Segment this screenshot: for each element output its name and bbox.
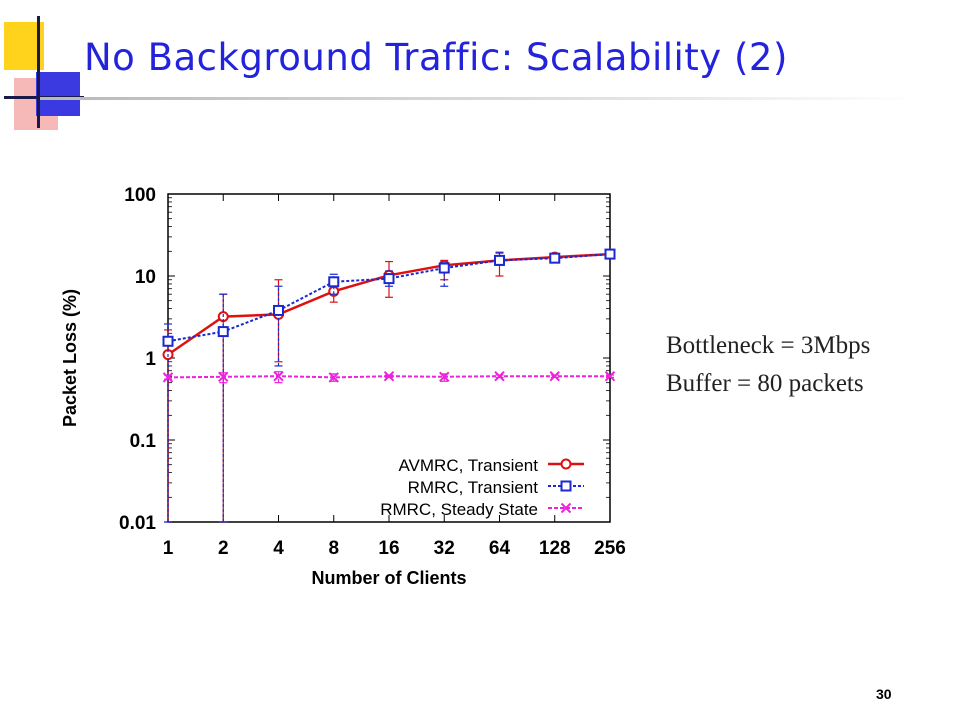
- slide-title: No Background Traffic: Scalability (2): [84, 36, 788, 79]
- y-tick-label: 100: [124, 185, 156, 206]
- data-point: [438, 262, 450, 274]
- x-tick-label: 2: [218, 538, 229, 559]
- y-tick-label: 10: [135, 267, 156, 288]
- legend-label: RMRC, Transient: [408, 478, 539, 497]
- data-point: [604, 248, 616, 260]
- x-tick-label: 128: [539, 538, 571, 559]
- logo-vertical-line: [37, 16, 40, 128]
- y-tick-label: 0.01: [119, 513, 156, 534]
- x-tick-label: 4: [273, 538, 284, 559]
- data-point: [217, 326, 229, 338]
- data-point: [162, 372, 174, 383]
- data-point: [328, 372, 339, 383]
- data-point: [494, 254, 505, 266]
- series-line: [167, 375, 610, 379]
- y-tick-label: 1: [145, 349, 156, 370]
- data-point: [273, 370, 284, 382]
- y-tick-label: 0.1: [130, 431, 157, 452]
- x-tick-label: 8: [328, 538, 339, 559]
- legend-label: AVMRC, Transient: [398, 456, 538, 475]
- x-tick-label: 16: [378, 538, 399, 559]
- data-point: [328, 276, 340, 288]
- data-point: [383, 273, 395, 285]
- data-point: [494, 370, 505, 382]
- x-tick-label: 64: [489, 538, 511, 559]
- legend-label: RMRC, Steady State: [380, 500, 538, 519]
- data-point: [549, 252, 561, 264]
- x-tick-label: 256: [594, 538, 626, 559]
- x-tick-label: 1: [163, 538, 174, 559]
- data-point: [439, 371, 450, 382]
- page-number: 30: [876, 686, 892, 702]
- legend-marker: [560, 480, 572, 492]
- data-point: [273, 304, 284, 316]
- y-axis-label: Packet Loss (%): [60, 289, 80, 427]
- annotation-bottleneck: Bottleneck = 3Mbps: [666, 332, 871, 359]
- x-tick-label: 32: [434, 538, 455, 559]
- x-axis-label: Number of Clients: [311, 568, 466, 588]
- logo-blue-square: [36, 72, 80, 116]
- data-point: [162, 335, 174, 347]
- legend-marker: [560, 458, 572, 470]
- data-point: [604, 370, 616, 382]
- annotation-buffer: Buffer = 80 packets: [666, 370, 864, 397]
- title-underline: [40, 97, 920, 100]
- data-point: [549, 370, 560, 382]
- plot-frame: [167, 193, 611, 523]
- data-point: [383, 370, 395, 382]
- data-point: [218, 371, 229, 382]
- legend-marker: [560, 502, 572, 514]
